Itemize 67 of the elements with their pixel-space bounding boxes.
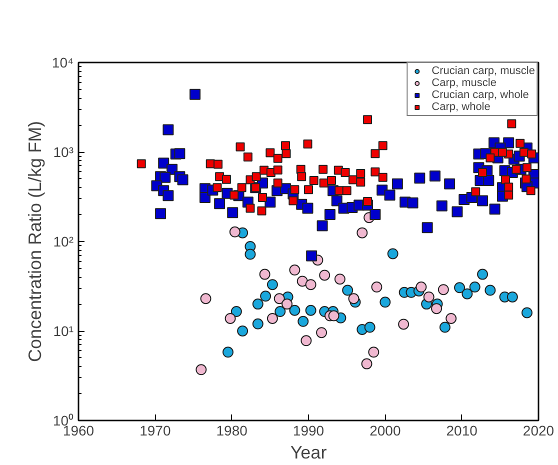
legend-label: Crucian carp, muscle [432, 65, 535, 77]
point [380, 296, 391, 308]
point [328, 310, 340, 322]
x-tick-label: 1990 [292, 422, 324, 438]
point [244, 248, 256, 260]
point [224, 312, 236, 324]
point [259, 268, 270, 280]
point [477, 268, 488, 280]
point [484, 284, 496, 296]
point [300, 335, 312, 346]
point [260, 290, 272, 302]
point [439, 322, 450, 333]
point [431, 303, 442, 314]
point [446, 312, 457, 324]
point [305, 304, 316, 316]
point [289, 304, 300, 316]
point [469, 282, 480, 293]
x-tick-label: 1970 [140, 422, 171, 438]
point [364, 322, 376, 333]
point [266, 312, 278, 324]
point [222, 346, 234, 358]
x-axis-title: Year [290, 442, 327, 462]
x-tick-label: 2000 [370, 422, 401, 438]
point [282, 298, 293, 310]
point [229, 226, 240, 238]
point [237, 326, 248, 336]
point [387, 248, 398, 260]
point [462, 288, 473, 300]
point [506, 291, 518, 302]
y-tick-label: 10⁴ [52, 54, 74, 70]
point [196, 364, 207, 376]
point [398, 318, 410, 330]
point [289, 264, 300, 276]
point [348, 293, 360, 304]
point [252, 318, 264, 330]
point [416, 282, 427, 293]
point [200, 293, 212, 304]
y-axis-title: Concentration Ratio (L/kg FM) [24, 120, 45, 362]
point [454, 282, 466, 294]
point [252, 298, 264, 310]
point [368, 346, 380, 358]
y-tick-label: 10² [53, 234, 74, 250]
y-tick-label: 10³ [53, 144, 74, 160]
point [274, 306, 286, 318]
point [361, 358, 372, 370]
y-tick-label: 10¹ [53, 323, 74, 339]
x-tick-label: 2010 [446, 422, 478, 438]
legend-label: Carp, whole [432, 101, 490, 113]
point [356, 227, 368, 238]
point [423, 291, 434, 302]
x-tick-label: 2020 [522, 422, 554, 438]
point [305, 279, 316, 290]
legend-label: Crucian carp, whole [432, 89, 529, 101]
x-tick-label: 1980 [216, 422, 248, 438]
point [334, 274, 346, 285]
point [342, 284, 354, 296]
point [316, 327, 328, 338]
point [438, 284, 449, 296]
point [298, 316, 309, 327]
point [296, 276, 308, 287]
point [266, 279, 278, 290]
point [230, 306, 242, 318]
point [274, 293, 285, 304]
legend-label: Carp, muscle [432, 77, 496, 89]
point [522, 307, 532, 318]
point [371, 282, 382, 293]
point [319, 270, 330, 281]
